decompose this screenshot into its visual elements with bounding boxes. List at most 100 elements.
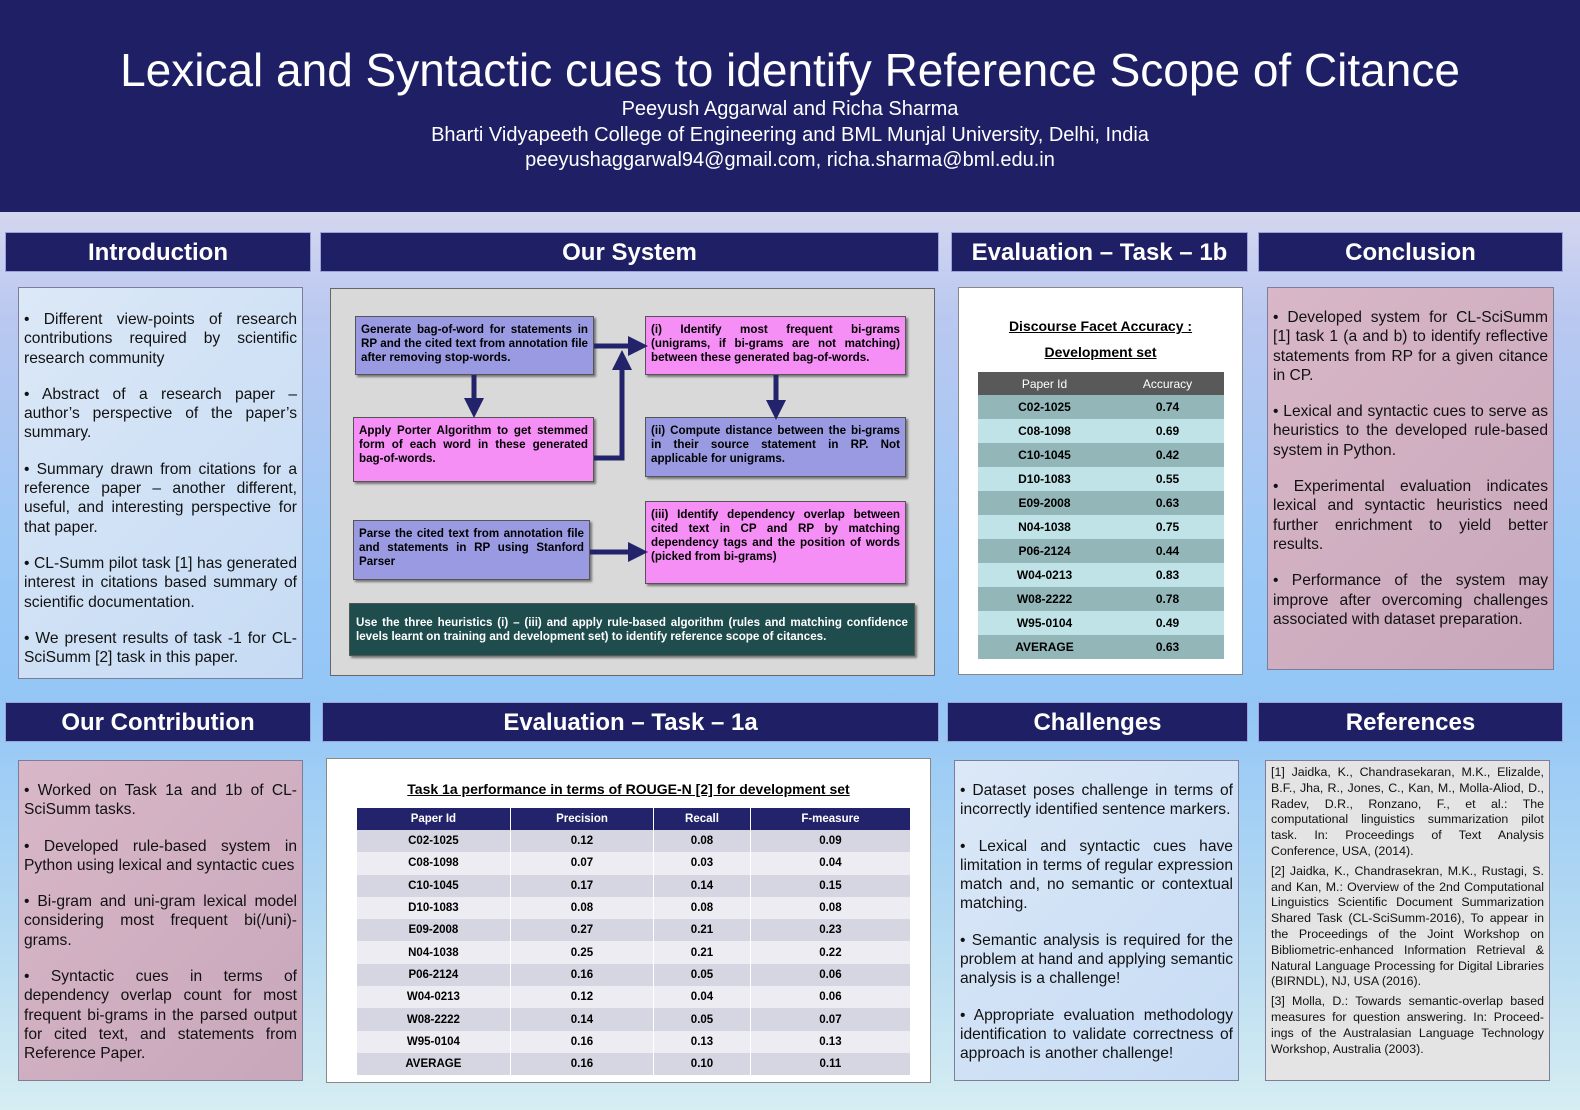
table-row: D10-1083 0.08 0.08 0.08 [357,896,912,920]
panel: • Developed system for CL-SciSumm [1] ta… [1267,287,1554,670]
bullet: • Developed rule-based system in Python … [24,837,297,874]
table-cell: 0.75 [1155,520,1180,534]
bullet: • Abstract of a research paper – author’… [24,385,297,442]
authors: Peeyush Aggarwal and Richa Sharma [621,98,959,120]
table-cell: E09-2008 [357,919,511,942]
table-cell: W08-2222 [357,1008,511,1031]
column-header: Accuracy [1142,376,1193,391]
table-cell: 0.16 [510,1052,655,1076]
bullet: • Semantic analysis is required for the … [960,931,1233,988]
title: Lexical and Syntactic cues to identify R… [120,44,1460,96]
table-cell: 0.42 [1155,448,1180,462]
table-cell: 0.09 [750,830,912,853]
bullet: [3] Molla, D.: Towards semantic-overlap … [1271,994,1544,1056]
table-cell: 0.10 [653,1052,751,1076]
table-cell: 0.63 [1155,496,1180,510]
table-title: Task 1a performance in terms of ROUGE-N … [407,781,850,797]
table-cell: 0.21 [653,919,751,942]
bullet: • CL-Summ pilot task [1] has generated i… [24,554,297,611]
flow-step: (i) Identify most frequent bi-grams (uni… [645,316,906,375]
table-cell: 0.25 [510,941,655,964]
header-row: Paper Id Precision Recall F-measure [357,808,912,830]
bullet: • Syntactic cues in terms of dependency … [24,968,297,1063]
table-cell: C08-1098 [1018,424,1071,438]
table-row: C08-1098 0.69 [978,419,1224,443]
flow-step: Apply Porter Algorithm to get stemmed fo… [353,417,594,482]
table-cell: 0.05 [653,1008,751,1031]
column-header: Paper Id [1021,376,1068,391]
table-cell: 0.08 [750,896,912,920]
table-panel: Discourse Facet Accuracy : Development se… [958,287,1243,675]
table-cell: D10-1083 [357,896,511,920]
table-cell: N04-1038 [357,941,511,964]
table-cell: 0.49 [1155,616,1180,630]
table-row: C02-1025 0.74 [978,395,1224,419]
table-cell: 0.21 [653,941,751,964]
table-cell: C10-1045 [357,874,511,897]
table: Paper Id Precision Recall F-measure C02-1025… [357,808,912,1076]
section-heading: Evaluation – Task – 1b [951,232,1248,272]
table-row: N04-1038 0.75 [978,515,1224,539]
table-cell: 0.44 [1155,544,1180,558]
table-row: P06-2124 0.44 [978,539,1224,563]
table-cell: 0.11 [750,1052,912,1076]
table-cell: W08-2222 [1016,592,1073,606]
table-row: W95-0104 0.16 0.13 0.13 [357,1030,912,1053]
table-cell: 0.55 [1155,472,1180,486]
bullet: • Worked on Task 1a and 1b of CL-SciSumm… [24,782,297,819]
table-cell: 0.12 [510,986,655,1009]
panel: • Different view-points of research cont… [18,287,303,679]
table-cell: C02-1025 [1018,400,1071,414]
table-cell: 0.23 [750,919,912,942]
flow-step: Use the three heuristics (i) – (iii) and… [349,603,915,656]
table-cell: P06-2124 [1018,544,1071,558]
table-cell: 0.08 [510,896,655,920]
table-cell: 0.69 [1155,424,1180,438]
table: Paper Id Accuracy C02-1025 0.74 C08-1098 0.69… [978,372,1224,659]
column-header: Precision [510,808,655,830]
table-cell: 0.07 [510,852,655,875]
bullet: • Bi-gram and uni-gram lexical model con… [24,893,297,949]
table-cell: C02-1025 [357,830,511,853]
bullet: • Summary drawn from citations for a ref… [24,460,297,536]
table-row: C08-1098 0.07 0.03 0.04 [357,852,912,875]
table-cell: 0.83 [1155,568,1180,582]
table-cell: 0.06 [750,986,912,1009]
table-row: W08-2222 0.78 [978,587,1224,611]
table-cell: AVERAGE [357,1052,511,1076]
section-heading: Our Contribution [5,702,311,742]
flow-step: (iii) Identify dependency overlap betwee… [645,501,906,584]
flow-step: Parse the cited text from annotation fil… [353,520,590,580]
table-cell: 0.03 [653,852,751,875]
table-cell: 0.17 [510,874,655,897]
table-row: C10-1045 0.42 [978,443,1224,467]
table-row: C02-1025 0.12 0.08 0.09 [357,830,912,853]
table-row: AVERAGE 0.16 0.10 0.11 [357,1052,912,1076]
flow-step: Generate bag-of-word for statements in R… [355,316,594,375]
table-row: D10-1083 0.55 [978,467,1224,491]
table-cell: 0.05 [653,963,751,987]
section-heading: Our System [320,232,939,272]
bullet: • Appropriate evaluation methodology ide… [960,1006,1233,1063]
table-row: E09-2008 0.63 [978,491,1224,515]
table-cell: 0.74 [1155,400,1180,414]
table-cell: 0.78 [1155,592,1180,606]
bullet: • Experimental evaluation indicates lexi… [1273,478,1548,553]
table-row: C10-1045 0.17 0.14 0.15 [357,874,912,897]
bullet: [1] Jaidka, K., Chandrasekaran, M.K., El… [1271,765,1544,858]
table-cell: 0.14 [653,874,751,897]
table-cell: 0.07 [750,1008,912,1031]
table-cell: 0.16 [510,1030,655,1053]
table-row: W04-0213 0.83 [978,563,1224,587]
table-cell: D10-1083 [1018,472,1071,486]
table-cell: 0.12 [510,830,655,853]
header: Lexical and Syntactic cues to identify R… [0,0,1580,212]
table-cell: 0.06 [750,963,912,987]
table-cell: N04-1038 [1018,520,1071,534]
table-cell: 0.63 [1155,640,1180,654]
table-cell: 0.08 [653,830,751,853]
column-header: Paper Id [357,808,511,830]
section-heading: Evaluation – Task – 1a [322,702,939,742]
bullet: • Dataset poses challenge in terms of in… [960,782,1233,819]
